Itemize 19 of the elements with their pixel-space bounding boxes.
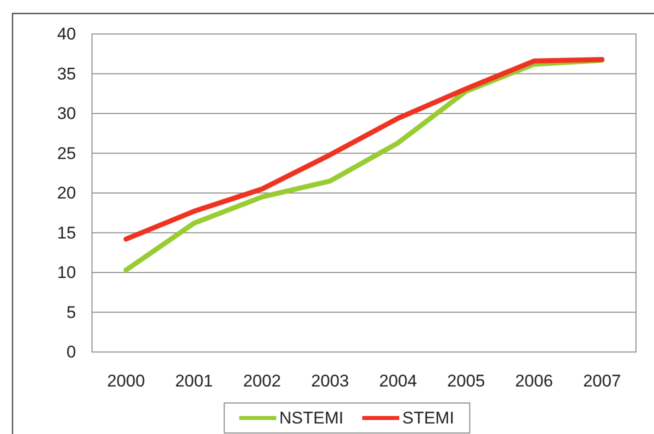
legend-label: NSTEMI [279,408,344,428]
x-tick-label: 2002 [243,372,281,390]
x-tick-label: 2005 [447,372,485,390]
y-tick-label: 40 [57,24,76,44]
x-tick-label: 2003 [311,372,349,390]
x-tick-label: 2001 [175,372,213,390]
y-tick-label: 25 [57,144,76,163]
y-tick-label: 20 [57,184,76,202]
y-tick-label: 30 [57,104,76,123]
x-tick-label: 2007 [583,372,621,390]
y-tick-label: 15 [57,223,76,242]
x-tick-label: 2000 [107,372,145,390]
x-tick-label: 2004 [379,372,417,390]
legend-label: STEMI [402,408,454,428]
y-tick-label: 5 [66,302,76,322]
y-tick-label: 35 [57,64,76,84]
y-tick-label: 0 [66,342,76,362]
y-tick-label: 10 [57,263,76,282]
x-tick-label: 2006 [515,372,553,390]
